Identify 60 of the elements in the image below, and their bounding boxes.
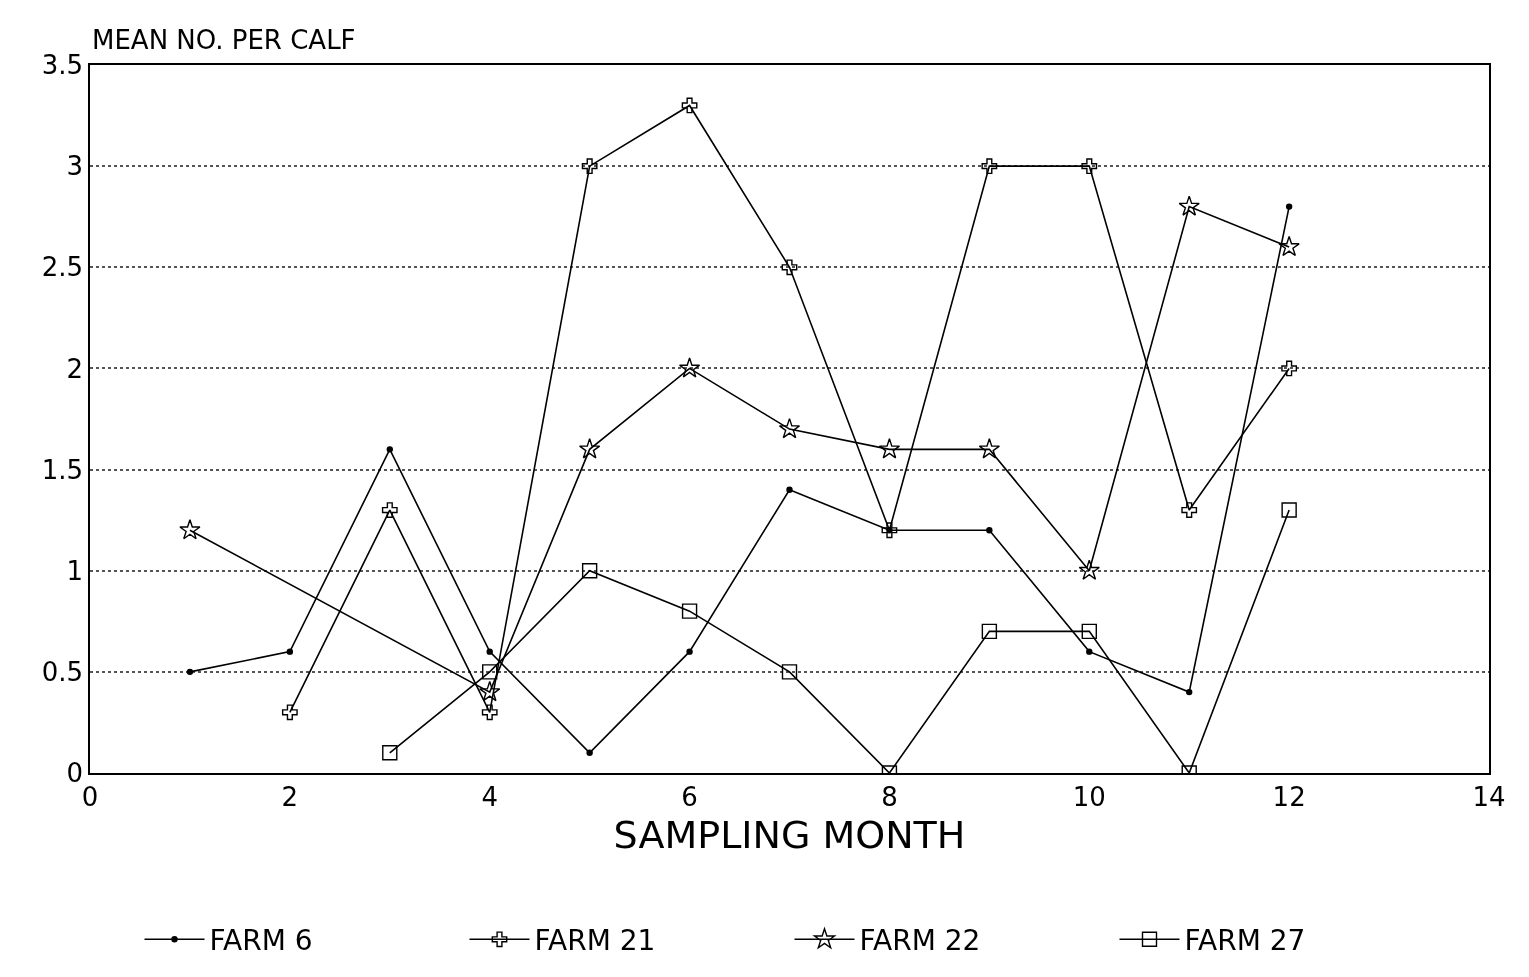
point: [578, 438, 601, 459]
point: [281, 704, 298, 721]
point: [1178, 195, 1200, 216]
point: [1281, 502, 1297, 518]
y-tick-label: 3: [66, 151, 84, 182]
point: [581, 563, 598, 579]
point: [179, 519, 201, 540]
point: [1278, 235, 1300, 257]
point: [681, 603, 698, 619]
y-tick-label: 0: [66, 758, 84, 789]
point: [981, 623, 998, 640]
point: [486, 648, 493, 655]
point: [1181, 502, 1198, 518]
point: [1081, 623, 1097, 640]
point: [1285, 203, 1293, 210]
point: [786, 486, 793, 493]
point: [981, 158, 998, 175]
point: [781, 664, 798, 680]
point: [581, 158, 598, 175]
point: [986, 527, 993, 534]
x-tick-label: 6: [681, 781, 698, 812]
x-tick-label: 14: [1472, 781, 1506, 812]
point: [386, 446, 393, 453]
point: [1078, 559, 1100, 580]
point: [1186, 688, 1193, 696]
x-tick-label: 4: [481, 781, 498, 812]
x-tick-label: 12: [1272, 781, 1306, 812]
point: [186, 668, 194, 676]
y-tick-label: 0.5: [41, 656, 84, 687]
point: [479, 680, 501, 702]
point: [778, 417, 801, 439]
x-tick-label: 2: [281, 781, 299, 812]
point: [286, 648, 294, 655]
x-axis-title: SAMPLING MONTH: [613, 812, 966, 857]
y-tick-label: 1: [66, 555, 84, 586]
y-tick-label: 2: [66, 353, 84, 384]
point: [686, 648, 693, 655]
point: [781, 259, 798, 276]
legend-label: FARM 27: [1184, 924, 1306, 958]
point: [482, 664, 498, 680]
x-tick-label: 10: [1072, 781, 1106, 812]
point: [382, 745, 398, 761]
point: [1086, 648, 1093, 655]
legend-label: FARM 22: [859, 924, 981, 958]
point: [1281, 360, 1298, 377]
y-tick-label: 3.5: [41, 50, 84, 81]
x-tick-label: 8: [881, 781, 898, 812]
y-axis-title: MEAN NO. PER CALF: [92, 25, 356, 55]
point: [681, 97, 698, 114]
y-tick-label: 2.5: [41, 252, 84, 283]
point: [678, 357, 701, 378]
legend-label: FARM 21: [534, 924, 656, 958]
point: [1081, 158, 1098, 175]
point: [978, 438, 1001, 459]
point: [381, 502, 398, 518]
y-tick-label: 1.5: [41, 454, 84, 485]
legend-label: FARM 6: [209, 924, 313, 958]
point: [481, 704, 498, 721]
point: [586, 749, 593, 756]
point: [878, 438, 901, 459]
